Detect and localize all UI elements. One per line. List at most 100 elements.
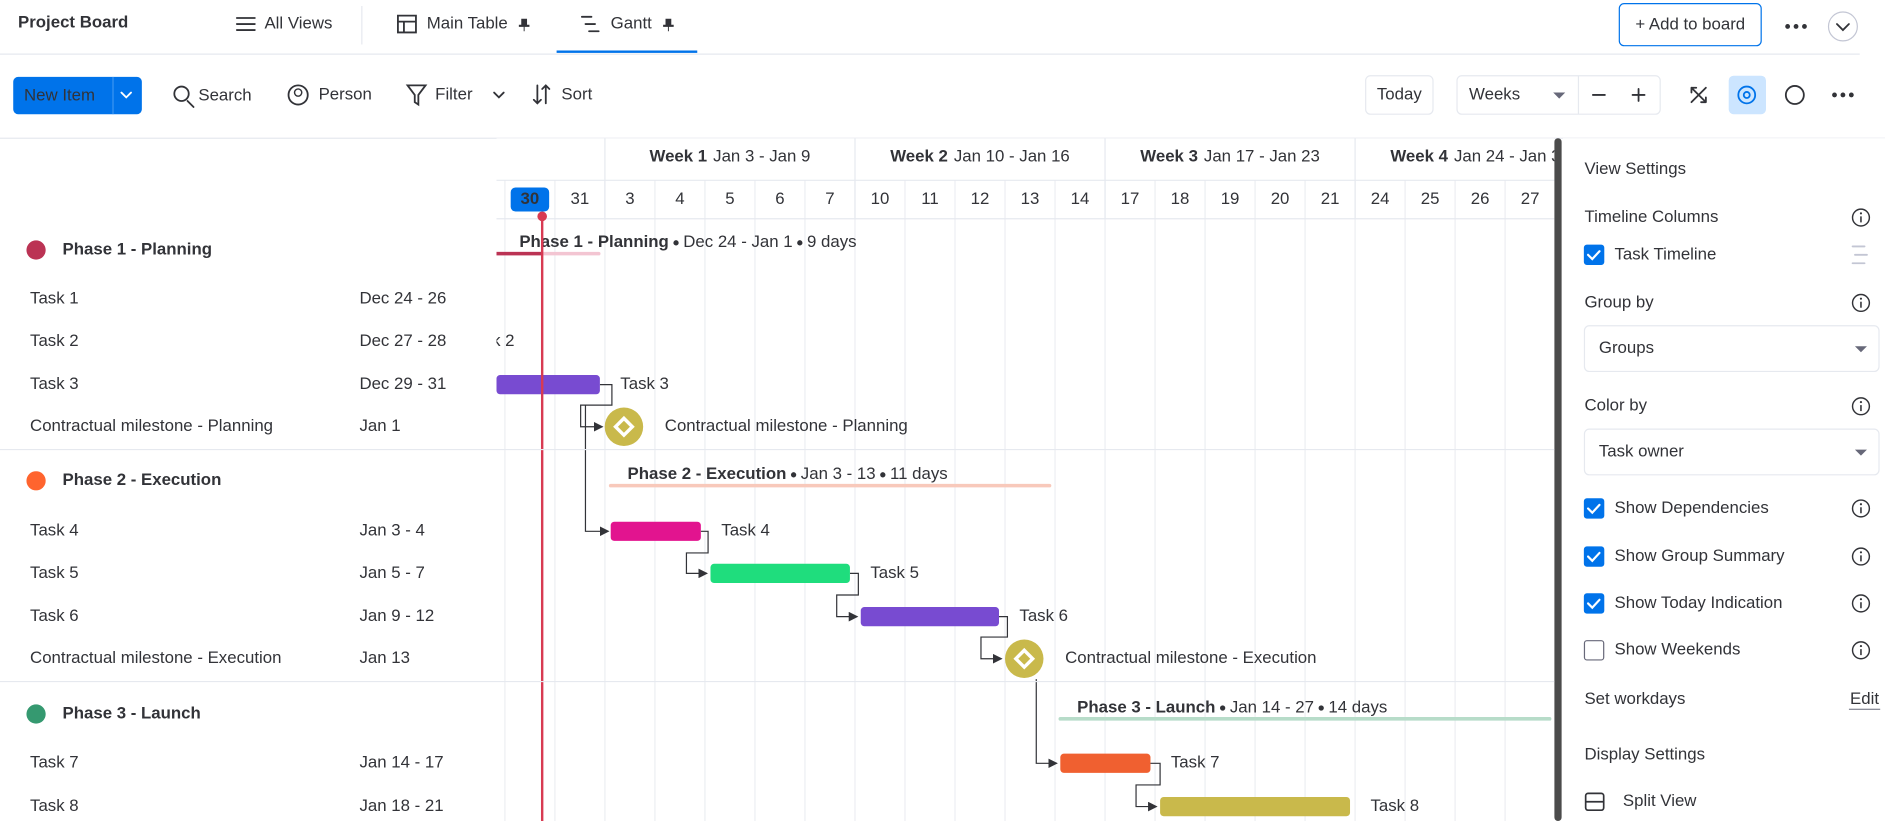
- day-label: 12: [971, 189, 990, 208]
- sort-label[interactable]: Sort: [561, 84, 592, 103]
- page-title: Project Board: [18, 12, 128, 31]
- dependency-arrow: [685, 530, 709, 579]
- timeline-column-icon: [1851, 245, 1868, 265]
- day-label: 18: [1171, 189, 1190, 208]
- settings-option[interactable]: Show Weekends: [1615, 640, 1741, 659]
- collapse-button[interactable]: [1827, 11, 1858, 42]
- dropdown-value[interactable]: Groups: [1599, 338, 1654, 357]
- settings-title: View Settings: [1584, 159, 1686, 178]
- group-dot: [26, 240, 46, 260]
- dropdown[interactable]: [1583, 325, 1880, 373]
- task-bar[interactable]: [496, 375, 600, 395]
- pin-icon: [518, 18, 530, 32]
- settings-option[interactable]: Show Group Summary: [1615, 546, 1786, 565]
- info-icon[interactable]: [1851, 499, 1871, 518]
- group-dot: [26, 704, 46, 724]
- filter-label[interactable]: Filter: [435, 84, 473, 103]
- item-dates: Dec 29 - 31: [359, 374, 446, 393]
- info-icon-dot: [1859, 297, 1863, 300]
- day-label: 13: [1021, 189, 1040, 208]
- task-bar[interactable]: [610, 521, 701, 541]
- add-to-board-button[interactable]: [1618, 3, 1762, 47]
- column-option[interactable]: Task Timeline: [1615, 244, 1717, 263]
- day-label: 20: [1271, 189, 1290, 208]
- day-label: 26: [1471, 189, 1490, 208]
- info-icon[interactable]: [1851, 547, 1871, 566]
- checkmark: [1586, 551, 1601, 563]
- person-label[interactable]: Person: [319, 84, 372, 103]
- group-summary-duration: 9 days: [807, 232, 857, 251]
- task-bar-label: Task 8: [1370, 796, 1419, 815]
- today-label[interactable]: Today: [1377, 84, 1422, 103]
- view-tab[interactable]: Main Table: [427, 13, 508, 32]
- day-label: 17: [1121, 189, 1140, 208]
- checkbox[interactable]: [1583, 640, 1605, 661]
- item-name[interactable]: Task 4: [30, 521, 79, 540]
- settings-button-active[interactable]: [1728, 75, 1766, 115]
- item-name[interactable]: Contractual milestone - Planning: [30, 416, 273, 435]
- info-icon[interactable]: [1851, 594, 1871, 613]
- task-bar[interactable]: [1160, 796, 1351, 817]
- add-to-board-label[interactable]: + Add to board: [1635, 15, 1745, 34]
- more-dot: [1793, 24, 1799, 29]
- view-tab[interactable]: All Views: [264, 13, 332, 32]
- pin-icon: [663, 18, 674, 32]
- more-dot: [1785, 24, 1791, 29]
- view-tab[interactable]: Gantt: [611, 13, 652, 32]
- group-name[interactable]: Phase 1 - Planning: [63, 239, 212, 258]
- day-label: 19: [1221, 189, 1240, 208]
- task-bar[interactable]: [710, 563, 850, 583]
- group-name[interactable]: Phase 3 - Launch: [63, 703, 201, 722]
- checkbox[interactable]: [1583, 244, 1605, 266]
- task-bar[interactable]: [1060, 753, 1151, 773]
- dependency-arrow: [1135, 762, 1161, 812]
- split-view-label[interactable]: Split View: [1623, 791, 1697, 810]
- group-summary-dates: Dec 24 - Jan 1: [683, 232, 792, 251]
- settings-option[interactable]: Show Dependencies: [1615, 498, 1769, 517]
- dropdown[interactable]: [1583, 428, 1880, 476]
- settings-icon-core: [1742, 91, 1751, 99]
- checkbox[interactable]: [1583, 498, 1605, 519]
- item-name[interactable]: Contractual milestone - Execution: [30, 648, 281, 667]
- item-name[interactable]: Task 8: [30, 796, 79, 815]
- item-name[interactable]: Task 3: [30, 374, 79, 393]
- day-label: 3: [625, 189, 634, 208]
- item-dates: Jan 14 - 17: [359, 753, 443, 772]
- task-bar[interactable]: [860, 607, 1000, 627]
- edit-link[interactable]: Edit: [1850, 689, 1879, 708]
- new-item-button[interactable]: [13, 76, 142, 115]
- item-name[interactable]: Task 5: [30, 563, 79, 582]
- item-dates: Jan 18 - 21: [359, 796, 443, 815]
- info-icon[interactable]: [1851, 397, 1871, 416]
- today-marker: [537, 211, 547, 222]
- today-badge: [510, 187, 550, 212]
- timeline-bg: [496, 138, 1555, 821]
- checkbox[interactable]: [1583, 546, 1605, 567]
- new-item-label[interactable]: New Item: [24, 86, 95, 105]
- settings-option[interactable]: Show Today Indication: [1615, 593, 1783, 612]
- settings-title: Display Settings: [1584, 744, 1705, 763]
- updates-icon[interactable]: [1784, 85, 1805, 105]
- today-button[interactable]: [1365, 75, 1434, 115]
- group-name[interactable]: Phase 2 - Execution: [63, 470, 222, 489]
- day-label: 6: [775, 189, 784, 208]
- item-name[interactable]: Task 2: [30, 331, 79, 350]
- info-icon-dot: [1859, 401, 1863, 404]
- checkbox[interactable]: [1583, 593, 1605, 614]
- info-icon[interactable]: [1851, 641, 1871, 660]
- dropdown-value[interactable]: Task owner: [1599, 441, 1684, 460]
- week-range: Dec 27 - Jan 2: [325, 147, 434, 166]
- search-label[interactable]: Search: [198, 86, 251, 105]
- zoom-label[interactable]: Weeks: [1469, 84, 1520, 103]
- item-name[interactable]: Task 7: [30, 753, 79, 772]
- more-dot: [1832, 92, 1837, 98]
- week-name: Week 2: [890, 147, 948, 166]
- info-icon[interactable]: [1851, 293, 1871, 313]
- item-name[interactable]: Task 6: [30, 606, 79, 625]
- week-name: Week 4: [1390, 147, 1448, 166]
- item-name[interactable]: Task 1: [30, 289, 79, 308]
- info-icon[interactable]: [1851, 208, 1871, 227]
- search-icon-ring: [173, 85, 190, 102]
- group-summary-name: Phase 2 - Execution: [628, 464, 787, 483]
